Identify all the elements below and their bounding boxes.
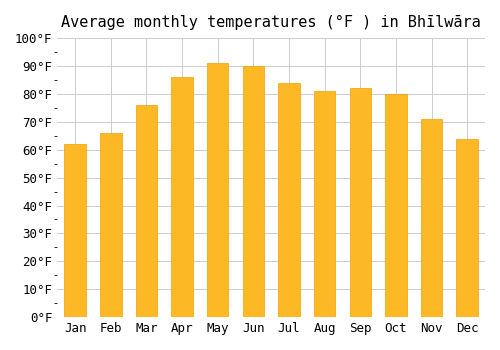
Bar xyxy=(100,133,122,317)
Bar xyxy=(278,83,299,317)
Bar xyxy=(207,63,229,317)
Bar xyxy=(385,94,406,317)
Bar xyxy=(421,119,442,317)
Title: Average monthly temperatures (°F ) in Bhīlwāra: Average monthly temperatures (°F ) in Bh… xyxy=(62,15,481,30)
Bar xyxy=(172,77,193,317)
Bar xyxy=(456,139,478,317)
Bar xyxy=(314,91,336,317)
Bar xyxy=(64,144,86,317)
Bar xyxy=(350,88,371,317)
Bar xyxy=(136,105,157,317)
Bar xyxy=(242,66,264,317)
